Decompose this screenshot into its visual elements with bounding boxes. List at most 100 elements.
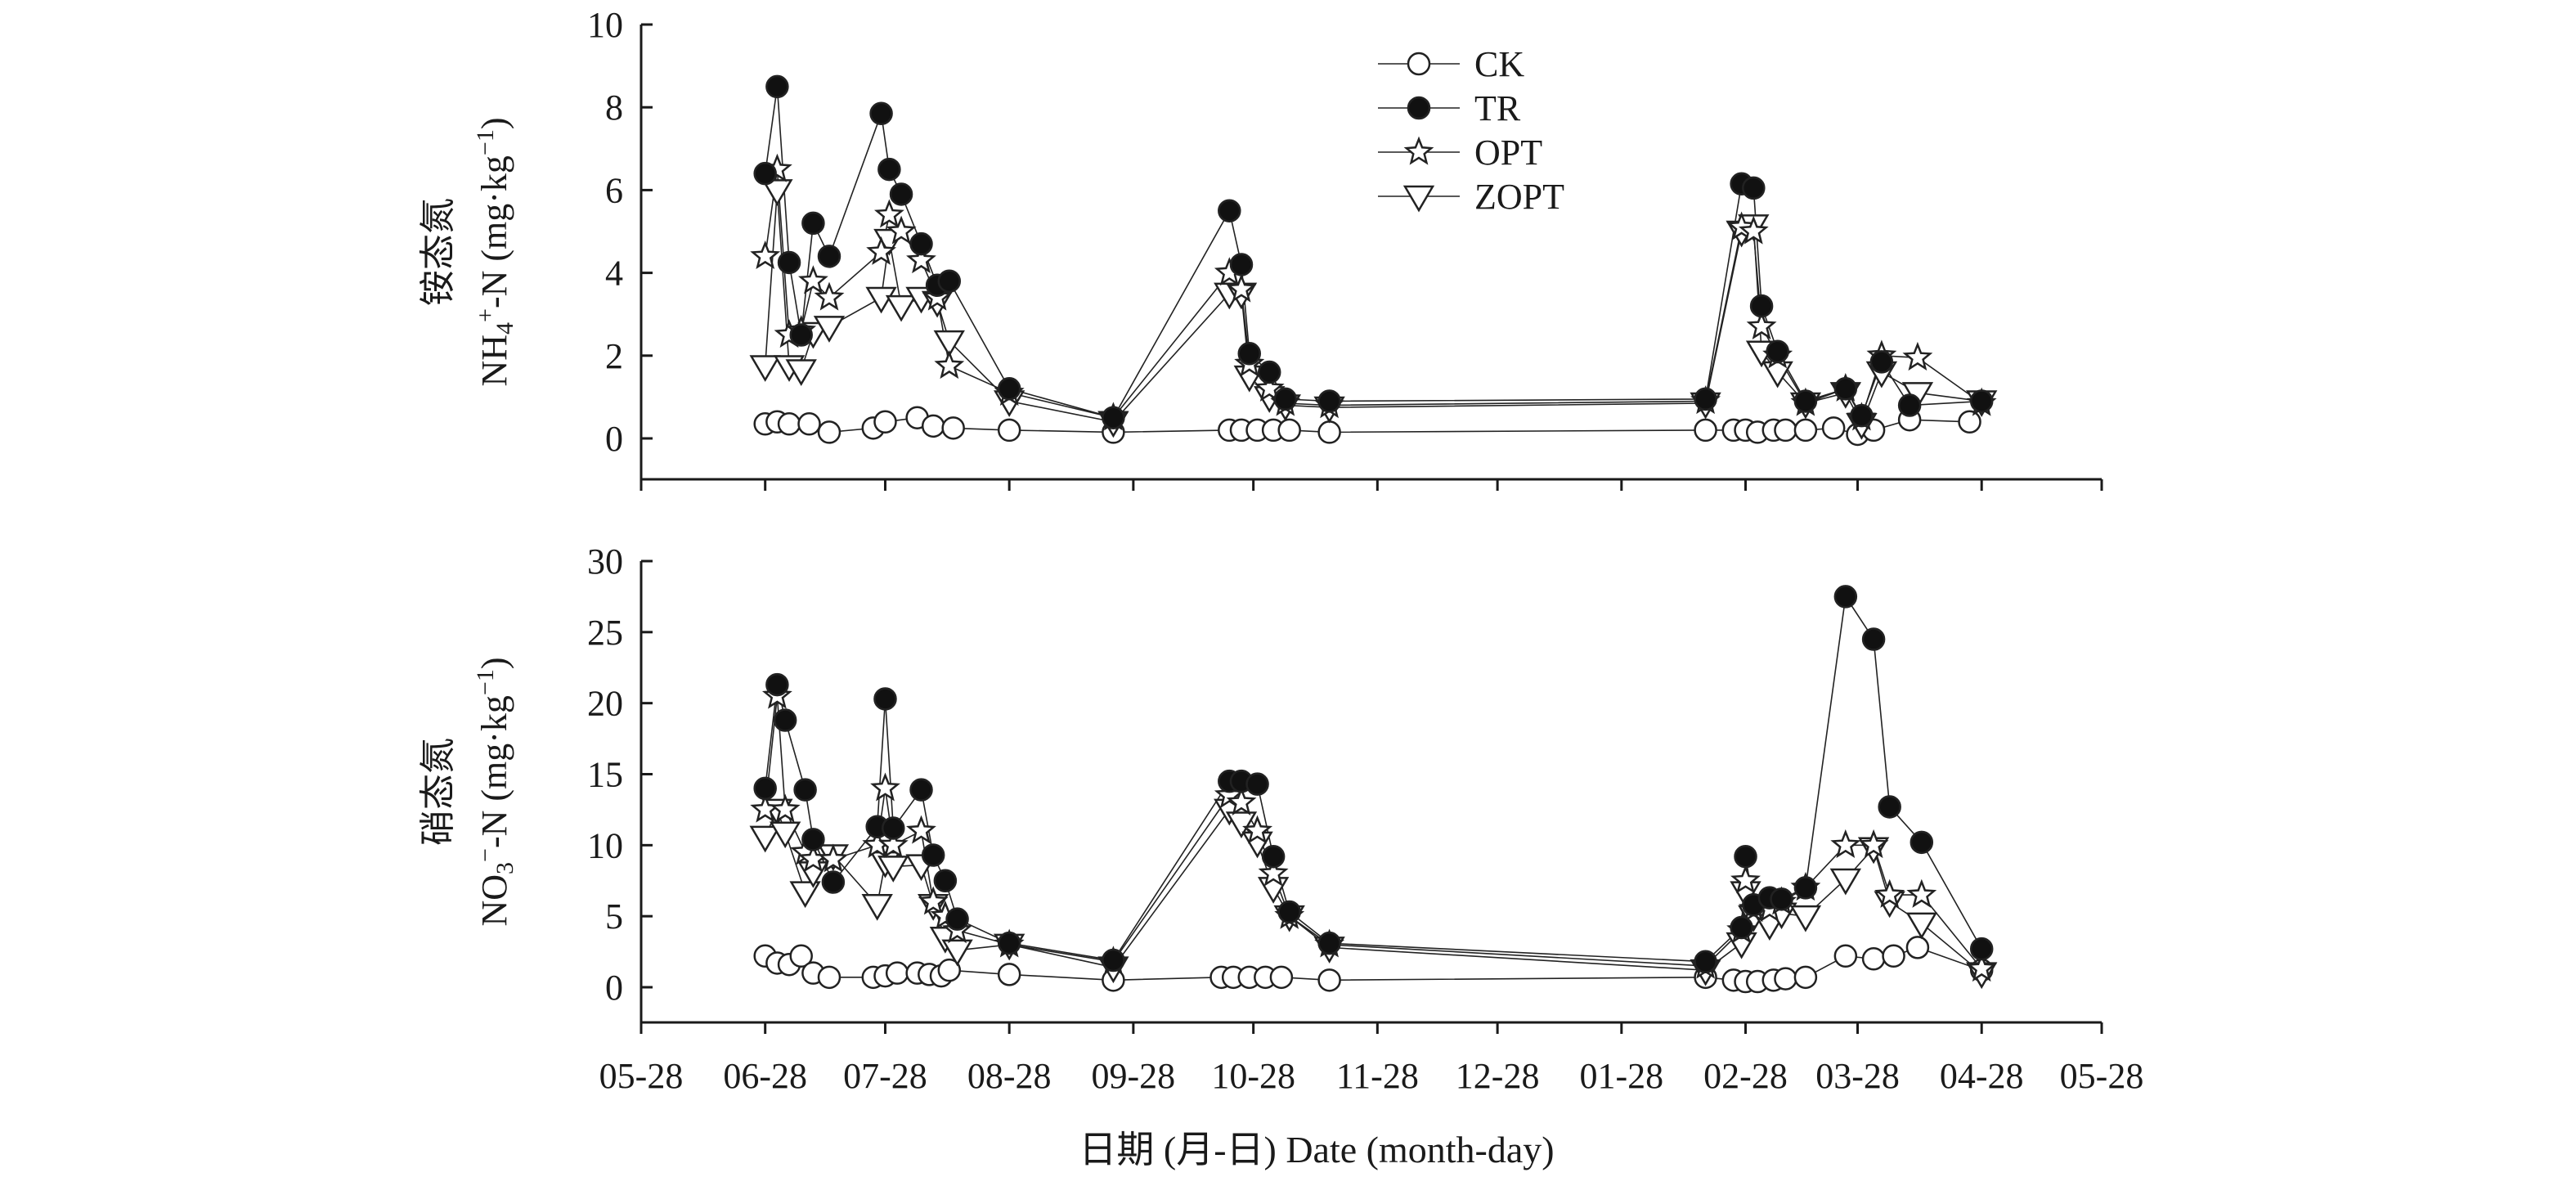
nitrate-point-zopt xyxy=(1789,905,1822,932)
nitrate-y-title-part: −1 xyxy=(472,669,499,695)
legend-marker-opt xyxy=(1403,136,1434,165)
legend-item-zopt: ZOPT xyxy=(1378,177,1564,217)
nitrate-point-tr xyxy=(945,907,969,931)
ammonium-point-tr xyxy=(1257,360,1281,384)
nitrate-point-opt xyxy=(906,815,936,844)
ammonium-point-tr xyxy=(937,269,962,293)
nitrate-point-tr xyxy=(1770,887,1793,911)
x-tick-label: 03-28 xyxy=(1815,1056,1900,1096)
legend-label: TR xyxy=(1474,88,1521,128)
ammonium-point-ck xyxy=(1317,420,1341,444)
nitrate-point-tr xyxy=(1969,937,1994,961)
ammonium-point-tr xyxy=(889,182,913,206)
ammonium-point-opt xyxy=(1746,311,1777,340)
nitrate-y-title-part: − xyxy=(472,848,499,862)
x-tick-label: 11-28 xyxy=(1336,1056,1419,1096)
ammonium-point-ck xyxy=(1277,418,1301,443)
ammonium-point-opt xyxy=(1254,372,1285,402)
ammonium-point-tr xyxy=(1833,377,1858,401)
nitrate-point-ck xyxy=(1882,944,1905,968)
nitrate-point-tr xyxy=(821,870,846,894)
nitrate-y-tick-label: 25 xyxy=(587,613,623,653)
ammonium-point-tr xyxy=(753,161,777,186)
legend-item-ck: CK xyxy=(1378,44,1524,84)
nitrate-point-ck xyxy=(1861,947,1886,971)
ammonium-point-tr xyxy=(1742,176,1766,200)
ammonium-point-opt xyxy=(866,236,897,265)
nitrate-y-title: NO3−-N (mg·kg−1) xyxy=(472,657,518,926)
legend-item-opt: OPT xyxy=(1378,133,1542,173)
nitrate-point-opt xyxy=(1730,865,1761,894)
x-tick-label: 12-28 xyxy=(1456,1056,1540,1096)
nitrate-point-ck xyxy=(1269,965,1294,990)
x-tick-label: 02-28 xyxy=(1703,1056,1788,1096)
ammonium-point-opt xyxy=(750,240,781,270)
nitrate-y-title-part: NO xyxy=(474,874,514,927)
nitrate-point-ck xyxy=(817,965,841,990)
x-axis-title: 日期 (月-日) Date (month-day) xyxy=(1079,1129,1554,1170)
nitrate-point-opt xyxy=(770,793,801,823)
nitrate-point-tr xyxy=(1861,627,1886,651)
nitrate-panel: 0 5 10 15 20 25 30 硝态氮 NO3−-N (mg·kg−1) 05-28 06-2… xyxy=(418,541,2143,1096)
ammonium-y-tick-label: 8 xyxy=(605,88,623,128)
ammonium-point-opt xyxy=(797,265,828,294)
ammonium-point-zopt xyxy=(761,179,793,206)
ammonium-point-opt xyxy=(1902,341,1933,371)
nitrate-y-tick-label: 0 xyxy=(605,968,623,1008)
ammonium-y-tick-label: 10 xyxy=(587,5,623,45)
nitrate-point-ck xyxy=(789,944,813,968)
ammonium-point-ck xyxy=(941,416,965,440)
ammonium-point-ck xyxy=(777,412,801,436)
nitrate-point-tr xyxy=(1730,915,1753,940)
x-tick-label: 01-28 xyxy=(1579,1056,1663,1096)
ammonium-y-title: NH4+-N (mg·kg−1) xyxy=(472,117,518,386)
nitrate-point-ck xyxy=(997,963,1021,986)
ammonium-point-opt xyxy=(1226,273,1257,303)
ammonium-point-tr xyxy=(1969,389,1994,413)
ammonium-point-tr xyxy=(869,101,893,126)
ammonium-y-title-cn: 铵态氮 xyxy=(418,198,458,306)
nitrate-point-zopt xyxy=(749,825,781,853)
nitrate-point-zopt xyxy=(1829,868,1862,896)
ammonium-point-tr xyxy=(1869,350,1894,374)
nitrate-y-title-cn: 硝态氮 xyxy=(418,738,458,846)
ammonium-point-zopt xyxy=(749,355,781,382)
ammonium-point-opt xyxy=(814,281,845,311)
nitrate-point-tr xyxy=(882,816,905,840)
ammonium-y-tick-label: 0 xyxy=(605,419,623,459)
ammonium-y-title-part: −1 xyxy=(472,129,499,155)
nitrate-point-ck xyxy=(1317,968,1341,992)
nitrate-point-opt xyxy=(870,772,900,802)
ammonium-y-title-part: 4 xyxy=(491,322,518,335)
nitrate-point-zopt xyxy=(877,856,909,883)
legend-label: ZOPT xyxy=(1474,177,1564,217)
ammonium-y-title-part: -N (mg·kg xyxy=(474,155,514,308)
ammonium-point-ck xyxy=(1774,418,1797,443)
nitrate-point-opt xyxy=(1242,815,1273,844)
ammonium-point-tr xyxy=(789,323,813,347)
ammonium-point-tr xyxy=(1749,294,1774,318)
ammonium-point-opt xyxy=(873,199,904,228)
ammonium-point-ck xyxy=(1793,418,1818,443)
nitrate-point-opt xyxy=(1226,786,1257,815)
nitrate-y-title-part: 3 xyxy=(491,862,518,874)
nitrate-point-tr xyxy=(753,776,777,801)
ammonium-point-ck xyxy=(1821,416,1846,440)
ammonium-point-tr xyxy=(997,377,1021,401)
ammonium-point-zopt xyxy=(785,359,817,386)
nitrate-point-zopt xyxy=(769,821,801,849)
ammonium-point-opt xyxy=(934,349,965,380)
legend-item-tr: TR xyxy=(1378,88,1521,128)
nitrate-point-tr xyxy=(1910,830,1934,855)
ammonium-point-ck xyxy=(797,412,821,436)
nitrate-point-tr xyxy=(1734,844,1757,869)
nitrate-point-tr xyxy=(1317,931,1341,955)
x-tick-label: 08-28 xyxy=(967,1056,1052,1096)
nitrate-point-tr xyxy=(1102,948,1125,973)
ammonium-y-tick-label: 6 xyxy=(605,170,623,210)
nitrate-y-tick-label: 30 xyxy=(587,541,623,582)
nitrate-y-title-part: -N (mg·kg xyxy=(474,695,514,848)
nitrate-point-tr xyxy=(773,708,797,732)
